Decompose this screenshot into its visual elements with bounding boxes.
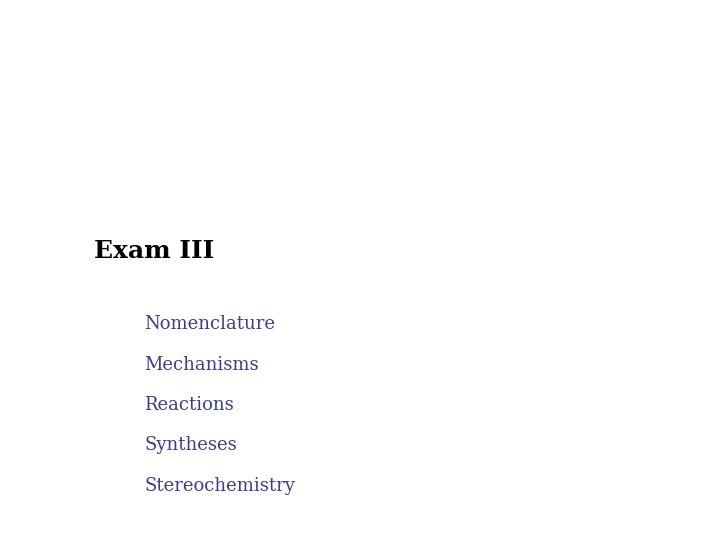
Text: Nomenclature: Nomenclature	[144, 315, 275, 333]
Text: Reactions: Reactions	[144, 396, 234, 414]
Text: Syntheses: Syntheses	[144, 436, 237, 455]
Text: Mechanisms: Mechanisms	[144, 355, 258, 374]
Text: Exam III: Exam III	[94, 239, 214, 263]
Text: Stereochemistry: Stereochemistry	[144, 477, 295, 495]
